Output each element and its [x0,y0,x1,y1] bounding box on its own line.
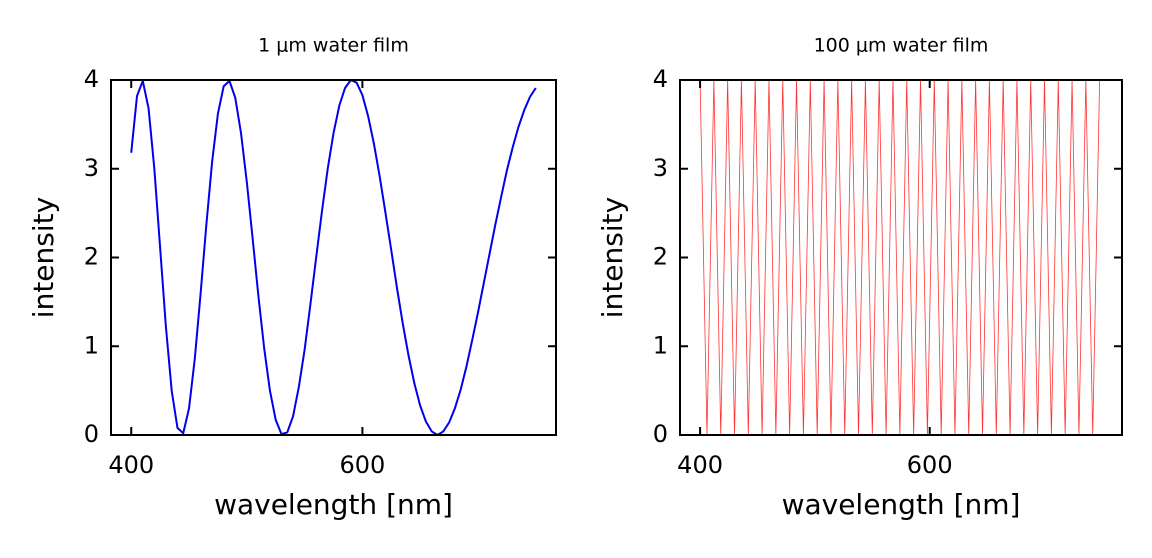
subplot-title: 100 μm water film [814,35,989,57]
data-line [699,80,1101,435]
y-tick-label: 0 [653,420,668,448]
x-tick-label: 600 [339,451,385,479]
y-tick-label: 0 [84,420,99,448]
y-tick-label: 1 [653,331,668,359]
subplot: 0 1 2 3 4 400 600 100 μm water film wavelength [… [596,35,1123,521]
x-axis-label: wavelength [nm] [782,488,1021,521]
y-tick-label: 4 [653,65,668,93]
y-tick-label: 2 [84,243,99,271]
x-axis-label: wavelength [nm] [214,488,453,521]
y-tick-label: 3 [84,154,99,182]
x-tick-label: 400 [108,451,154,479]
y-tick-label: 1 [84,331,99,359]
y-tick-label: 4 [84,65,99,93]
y-axis-label: intensity [596,197,629,318]
subplot-title: 1 μm water film [258,35,409,57]
subplot: 0 1 2 3 4 400 600 1 μm water film wavelength [nm… [27,35,557,521]
y-tick-label: 3 [653,154,668,182]
data-line [130,80,537,435]
x-tick-label: 600 [907,451,953,479]
y-axis-label: intensity [27,197,60,318]
x-tick-label: 400 [677,451,723,479]
y-tick-label: 2 [653,243,668,271]
